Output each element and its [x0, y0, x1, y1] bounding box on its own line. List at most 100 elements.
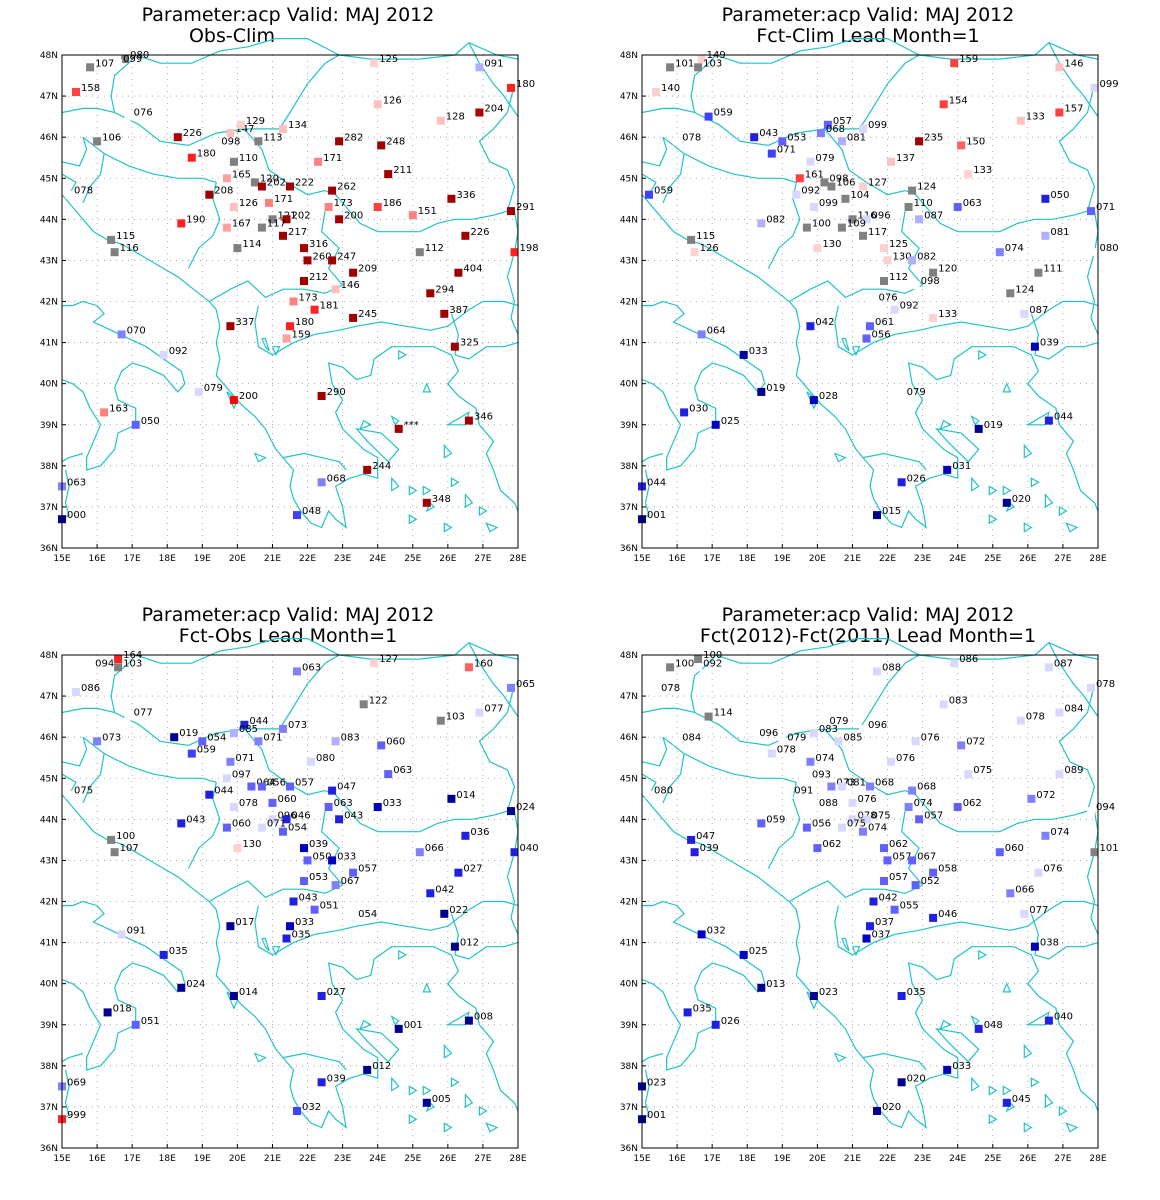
coastline	[271, 946, 281, 957]
coastline	[900, 810, 924, 886]
station-marker	[349, 268, 358, 277]
station-value: 124	[917, 182, 936, 193]
station-value: 091	[484, 58, 503, 69]
island	[408, 1114, 418, 1125]
station-marker	[373, 100, 382, 109]
station-value: 129	[246, 116, 265, 127]
station-marker	[507, 683, 515, 692]
coastline	[61, 794, 228, 989]
panel-fct-diff: Parameter:acp Valid: MAJ 2012 Fct(2012)-…	[580, 600, 1160, 1200]
station-marker	[1034, 868, 1043, 877]
station-value: 059	[197, 745, 216, 756]
station-marker	[943, 1065, 952, 1074]
station-marker	[282, 934, 291, 943]
station-value: 083	[341, 732, 360, 743]
station-value: 125	[889, 239, 908, 250]
station-marker	[757, 983, 766, 992]
station-value: 117	[868, 227, 887, 238]
coastlines	[61, 38, 519, 533]
station-marker	[697, 55, 706, 64]
lat-tick-label: 36N	[620, 544, 638, 554]
lon-tick-label: 18E	[159, 1154, 176, 1164]
station-value: 063	[963, 198, 982, 209]
station-marker	[222, 174, 231, 183]
station-value: 130	[893, 251, 912, 262]
station-value: 133	[973, 165, 992, 176]
station-marker	[950, 59, 959, 68]
lat-tick-label: 41N	[40, 939, 58, 949]
island	[425, 1101, 435, 1113]
coastline	[468, 42, 519, 117]
station-marker	[310, 905, 319, 914]
station-value: 035	[693, 1003, 712, 1014]
station-value: 060	[386, 736, 405, 747]
station-marker	[859, 827, 867, 836]
station-marker	[257, 182, 266, 191]
station-value: 059	[654, 186, 673, 197]
station-value: 035	[169, 946, 188, 957]
coastline	[641, 737, 668, 767]
station-value: 062	[963, 798, 982, 809]
station-marker	[86, 663, 95, 672]
coastline	[788, 280, 923, 303]
station-marker	[1055, 708, 1064, 717]
station-value: 164	[123, 650, 142, 661]
island	[464, 1092, 474, 1108]
station-value: 068	[875, 778, 894, 789]
station-marker	[328, 856, 337, 865]
station-marker	[373, 803, 382, 811]
station-value: 079	[907, 387, 926, 398]
lon-tick-label: 27E	[474, 554, 491, 564]
station-marker	[507, 807, 515, 816]
station-marker	[114, 655, 123, 664]
station-value: 089	[1064, 765, 1083, 776]
station-marker	[666, 63, 675, 72]
station-value: 060	[232, 819, 251, 830]
station-marker	[461, 831, 470, 840]
lat-tick-label: 43N	[40, 856, 58, 866]
station-marker	[837, 782, 846, 791]
lon-tick-label: 23E	[334, 1154, 351, 1164]
coastline	[841, 937, 850, 952]
coastline	[1048, 42, 1099, 117]
station-value: ***	[404, 420, 419, 431]
station-value: 096	[759, 728, 778, 739]
station-marker	[107, 835, 116, 844]
station-marker	[107, 235, 116, 244]
station-value: 020	[1012, 494, 1031, 505]
station-value: 235	[924, 132, 943, 143]
station-value: 092	[703, 658, 722, 669]
station-marker	[915, 137, 924, 146]
coastline	[468, 642, 519, 717]
station-value: 000	[67, 510, 86, 521]
station-marker	[436, 116, 445, 125]
lon-tick-label: 26E	[439, 1154, 456, 1164]
coastline	[506, 810, 519, 935]
station-marker	[268, 798, 277, 807]
coastline	[339, 41, 519, 60]
lat-tick-label: 40N	[620, 380, 638, 390]
station-marker	[100, 408, 109, 417]
station-marker	[250, 178, 259, 187]
station-value: 115	[696, 231, 715, 242]
station-value: 099	[819, 198, 838, 209]
coastline	[208, 280, 343, 303]
station-marker	[331, 737, 340, 746]
station-value: 128	[446, 112, 465, 123]
station-value: 127	[379, 654, 398, 665]
station-value: 043	[759, 128, 778, 139]
station-marker	[1090, 83, 1099, 92]
station-value: 167	[232, 219, 251, 230]
station-marker	[859, 124, 867, 133]
station-marker	[72, 88, 80, 96]
station-marker	[300, 877, 308, 885]
station-marker	[1030, 942, 1039, 951]
station-value: 035	[292, 930, 311, 941]
station-marker	[436, 716, 445, 725]
lon-tick-label: 16E	[669, 554, 686, 564]
coastline	[1034, 342, 1099, 360]
station-value: 066	[1015, 884, 1034, 895]
station-marker	[384, 170, 393, 179]
station-marker	[317, 1078, 326, 1087]
station-value: 076	[858, 794, 877, 805]
